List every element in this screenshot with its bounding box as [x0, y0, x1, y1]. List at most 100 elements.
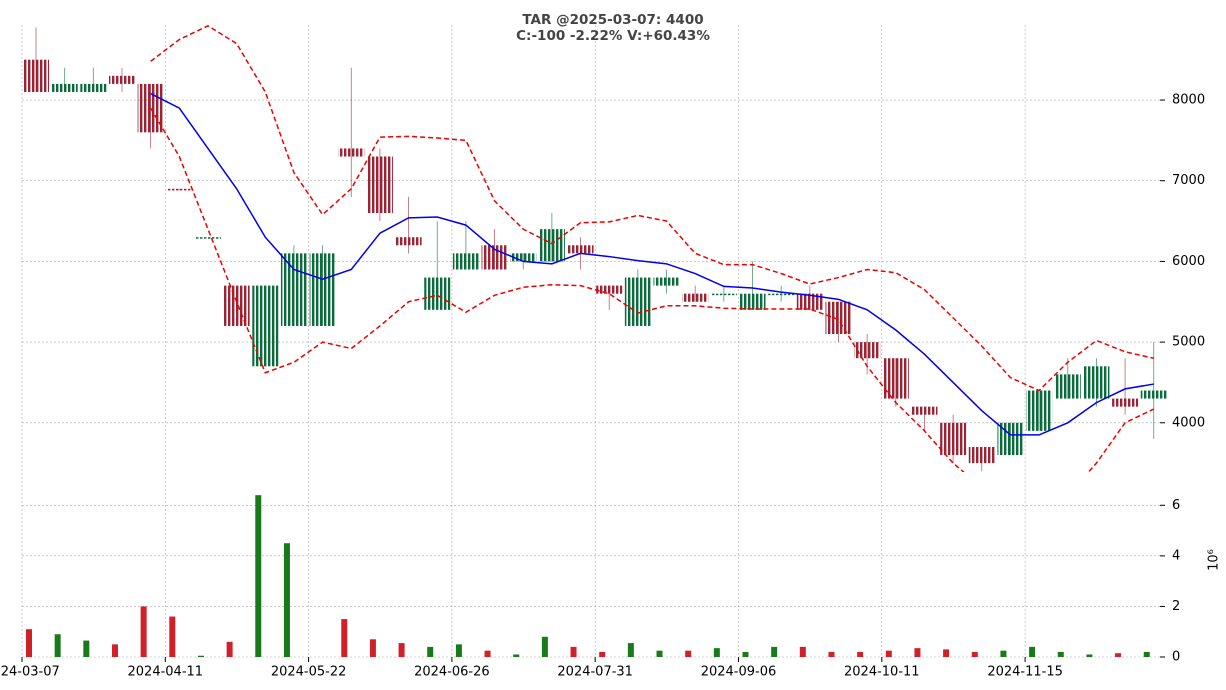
volume-bar [398, 643, 405, 657]
candle-body [137, 83, 164, 133]
candle-body [682, 293, 709, 302]
y-tick-label: 0 [1172, 650, 1180, 665]
candle-body [1083, 366, 1110, 399]
candle-body [940, 422, 967, 456]
x-tick-label: 2024-10-11 [844, 665, 920, 680]
y-tick-label: 2 [1172, 599, 1180, 614]
chart-subtitle: C:-100 -2.22% V:+60.43% [516, 28, 710, 44]
volume-bar [226, 641, 233, 657]
candle-body [1140, 390, 1167, 399]
volume-bar [197, 655, 204, 657]
x-tick-label: 2024-06-26 [414, 665, 490, 680]
chart-title: TAR @2025-03-07: 4400 [522, 12, 703, 28]
volume-bar [685, 650, 692, 657]
candle-body [1026, 390, 1053, 431]
candle-body [223, 285, 250, 326]
overlay-line [150, 25, 1154, 392]
candle-body [710, 293, 737, 296]
overlay-line [149, 107, 1155, 472]
candle-body [911, 406, 938, 415]
x-tick-label: 2024-09-06 [701, 665, 777, 680]
volume-scale-label: 10⁶ [1207, 549, 1222, 571]
candles [23, 25, 1167, 472]
candle-body [854, 342, 881, 359]
candle-body [567, 245, 594, 254]
volume-bar [828, 651, 835, 657]
volume-bar [656, 650, 663, 657]
volume-bar [713, 648, 720, 657]
volume-bar [1057, 651, 1064, 657]
candle-body [510, 253, 537, 262]
volume-bar [914, 648, 921, 657]
volume-bar [799, 646, 806, 657]
volume-bar [1000, 650, 1007, 657]
candle-body [51, 83, 78, 92]
candle-body [252, 285, 279, 367]
x-tick-label: 2024-04-11 [128, 665, 204, 680]
candle-body [768, 293, 795, 296]
x-tick-label: 2024-05-22 [271, 665, 347, 680]
volume-bar [1143, 651, 1150, 657]
candle-body [1112, 398, 1139, 407]
candle-body [424, 277, 451, 310]
overlay-line [150, 92, 1154, 436]
candle-body [395, 237, 422, 246]
candle-body [825, 301, 852, 335]
volume-bar [1086, 654, 1093, 657]
x-tick-label: 2024-03-07 [0, 665, 60, 680]
candle-body [882, 358, 909, 399]
candle-body [194, 237, 221, 239]
candle-body [108, 75, 135, 84]
candle-body [80, 83, 107, 92]
volume-bar [369, 639, 376, 657]
candle-body [280, 253, 307, 326]
volume-bar [341, 619, 348, 657]
volume-bar [484, 650, 491, 657]
volume-bar [1115, 653, 1122, 657]
volume-bar [742, 651, 749, 657]
candle-body [166, 188, 193, 191]
candle-body [366, 156, 393, 213]
y-tick-label: 6 [1172, 498, 1180, 513]
volume-bar [857, 651, 864, 657]
volume-bar [541, 636, 548, 657]
volume-bar [1029, 646, 1036, 657]
y-tick-label: 4000 [1172, 415, 1205, 430]
candle-body [1054, 374, 1081, 399]
volume-bar [111, 644, 118, 657]
candle-body [739, 293, 766, 310]
candle-body [624, 277, 651, 326]
y-tick-label: 6000 [1172, 254, 1205, 269]
volume-bar [169, 616, 176, 657]
volume-bar [54, 634, 61, 657]
volume-bar [427, 646, 434, 657]
volume-bar [943, 649, 950, 657]
volume-bar [140, 606, 147, 657]
volume-bar [26, 629, 32, 657]
volume-bar [599, 651, 606, 657]
volume-bar [513, 654, 520, 657]
candle-body [653, 277, 680, 286]
candle-body [538, 229, 565, 262]
volume-bar [255, 495, 262, 657]
candle-body [968, 446, 995, 464]
x-tick-label: 2024-07-31 [557, 665, 633, 680]
volume-bar [771, 646, 778, 657]
y-tick-label: 5000 [1172, 335, 1205, 350]
candle-body [796, 293, 823, 310]
y-tick-label: 4 [1172, 548, 1180, 563]
volume-bar [885, 650, 892, 657]
candle-body [338, 148, 365, 157]
candle-body [452, 253, 479, 270]
x-tick-label: 2024-11-15 [987, 665, 1063, 680]
volume-bar [283, 543, 290, 657]
candle-body [596, 285, 623, 294]
volume-bar [570, 646, 577, 657]
y-tick-label: 8000 [1172, 93, 1205, 108]
volume-bar [83, 640, 90, 657]
candle-body [309, 253, 336, 326]
y-tick-label: 7000 [1172, 173, 1205, 188]
candle-body [23, 59, 49, 92]
volume-bar [971, 651, 978, 657]
